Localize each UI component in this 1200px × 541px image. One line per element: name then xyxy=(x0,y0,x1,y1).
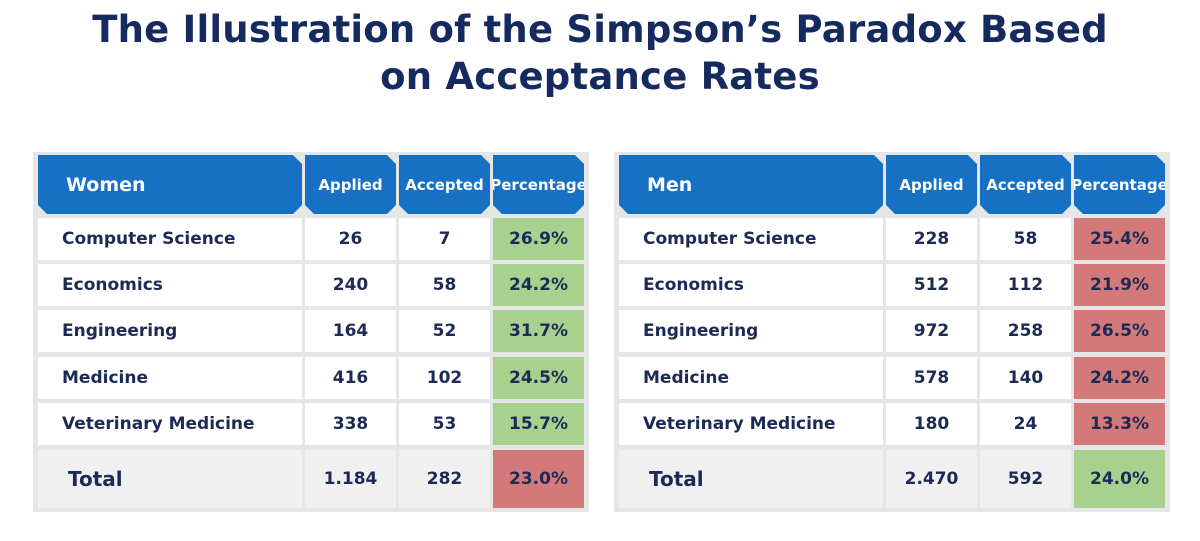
title-line-1: The Illustration of the Simpson’s Parado… xyxy=(92,8,1108,51)
men-row-3-percentage: 26.5% xyxy=(1074,310,1165,352)
women-total-percentage: 23.0% xyxy=(493,450,584,508)
men-table: Men Applied Accepted Percentage Computer Sci… xyxy=(614,152,1170,512)
women-row-5-applied: 338 xyxy=(305,403,396,445)
men-row-4-accepted: 140 xyxy=(980,357,1071,399)
men-row-5-name: Veterinary Medicine xyxy=(619,403,883,445)
women-total-name: Total xyxy=(38,450,302,508)
women-row-3-name: Engineering xyxy=(38,310,302,352)
men-header-accepted: Accepted xyxy=(980,155,1071,214)
men-row-4-percentage: 24.2% xyxy=(1074,357,1165,399)
women-row-1-accepted: 7 xyxy=(399,218,490,260)
women-row-4-applied: 416 xyxy=(305,357,396,399)
women-row-4-name: Medicine xyxy=(38,357,302,399)
women-row-3-applied: 164 xyxy=(305,310,396,352)
women-header-percentage: Percentage xyxy=(493,155,584,214)
women-table: Women Applied Accepted Percentage Computer S… xyxy=(33,152,589,512)
women-row-1-name: Computer Science xyxy=(38,218,302,260)
men-row-2-percentage: 21.9% xyxy=(1074,264,1165,306)
women-total-applied: 1.184 xyxy=(305,450,396,508)
women-row-3-accepted: 52 xyxy=(399,310,490,352)
women-row-1-percentage: 26.9% xyxy=(493,218,584,260)
men-total-accepted: 592 xyxy=(980,450,1071,508)
women-header-name: Women xyxy=(38,155,302,214)
men-row-3-accepted: 258 xyxy=(980,310,1071,352)
men-total-applied: 2.470 xyxy=(886,450,977,508)
women-row-4-percentage: 24.5% xyxy=(493,357,584,399)
men-total-percentage: 24.0% xyxy=(1074,450,1165,508)
women-row-5-name: Veterinary Medicine xyxy=(38,403,302,445)
men-total-name: Total xyxy=(619,450,883,508)
title-line-2: on Acceptance Rates xyxy=(380,55,820,98)
women-row-2-applied: 240 xyxy=(305,264,396,306)
men-row-2-applied: 512 xyxy=(886,264,977,306)
men-header-percentage: Percentage xyxy=(1074,155,1165,214)
men-row-2-name: Economics xyxy=(619,264,883,306)
men-row-2-accepted: 112 xyxy=(980,264,1071,306)
men-row-4-name: Medicine xyxy=(619,357,883,399)
women-row-4-accepted: 102 xyxy=(399,357,490,399)
page-title: The Illustration of the Simpson’s Parado… xyxy=(0,6,1200,100)
men-row-5-accepted: 24 xyxy=(980,403,1071,445)
men-row-1-accepted: 58 xyxy=(980,218,1071,260)
men-row-1-name: Computer Science xyxy=(619,218,883,260)
women-row-1-applied: 26 xyxy=(305,218,396,260)
men-row-3-applied: 972 xyxy=(886,310,977,352)
women-row-5-percentage: 15.7% xyxy=(493,403,584,445)
men-row-1-applied: 228 xyxy=(886,218,977,260)
women-header-accepted: Accepted xyxy=(399,155,490,214)
men-header-applied: Applied xyxy=(886,155,977,214)
women-row-2-accepted: 58 xyxy=(399,264,490,306)
women-row-2-name: Economics xyxy=(38,264,302,306)
women-header-applied: Applied xyxy=(305,155,396,214)
men-header-name: Men xyxy=(619,155,883,214)
women-row-2-percentage: 24.2% xyxy=(493,264,584,306)
men-row-3-name: Engineering xyxy=(619,310,883,352)
men-row-5-percentage: 13.3% xyxy=(1074,403,1165,445)
women-row-3-percentage: 31.7% xyxy=(493,310,584,352)
men-row-5-applied: 180 xyxy=(886,403,977,445)
women-total-accepted: 282 xyxy=(399,450,490,508)
women-row-5-accepted: 53 xyxy=(399,403,490,445)
men-row-1-percentage: 25.4% xyxy=(1074,218,1165,260)
men-row-4-applied: 578 xyxy=(886,357,977,399)
